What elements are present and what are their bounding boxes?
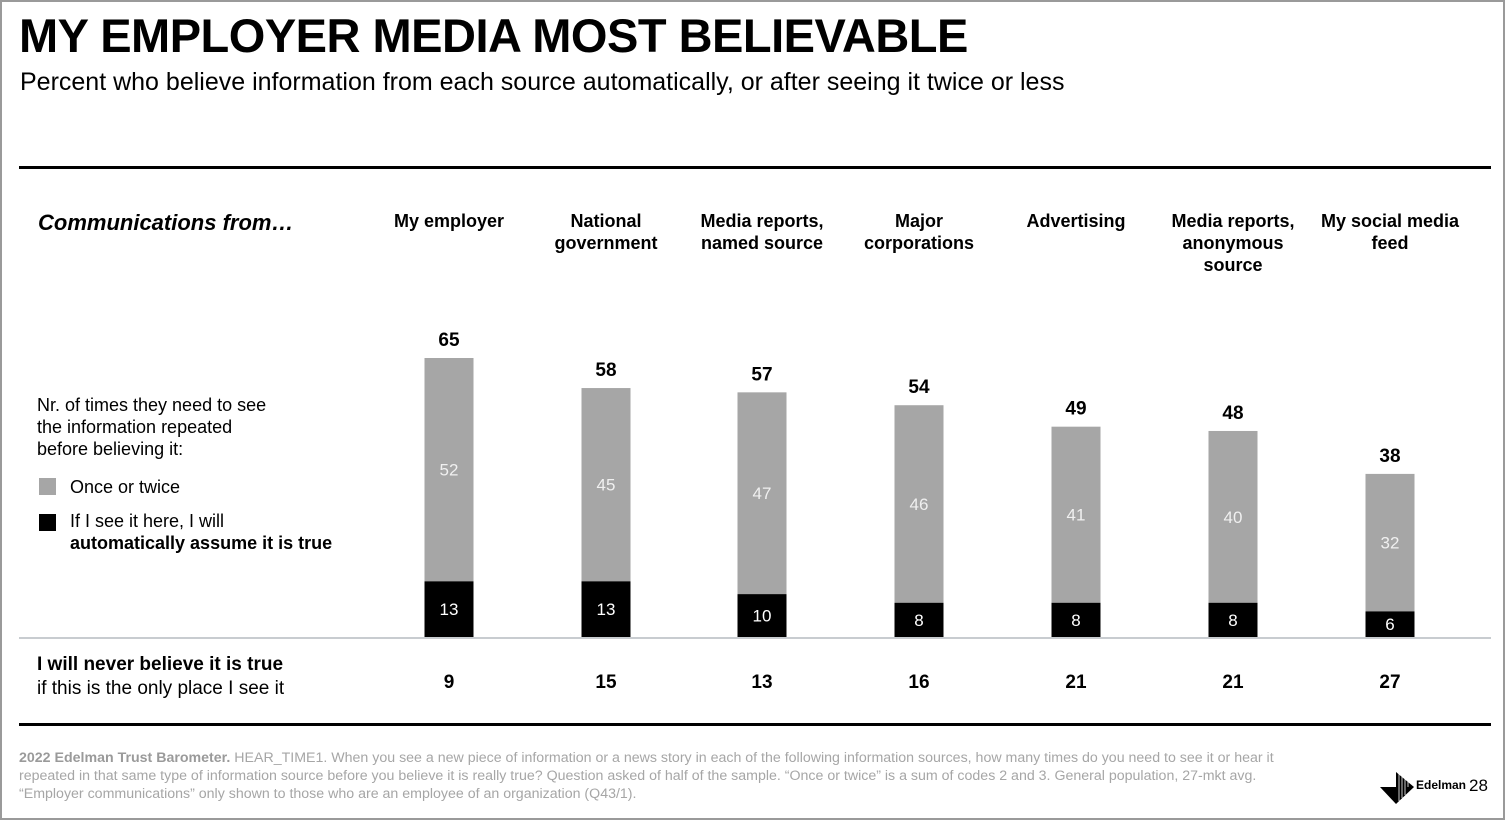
total-value-label: 38 <box>1379 446 1400 467</box>
bar-segment-once-or-twice <box>894 405 944 603</box>
section-label: Communications from… <box>38 210 294 235</box>
segment-value-label: 13 <box>597 600 616 619</box>
total-value-label: 54 <box>908 377 930 398</box>
segment-value-label: 45 <box>597 476 616 495</box>
legend-swatch-gray <box>39 478 56 495</box>
category-label: My employer <box>393 211 505 231</box>
segment-value-label: 40 <box>1224 508 1243 527</box>
segment-value-label: 52 <box>440 461 459 480</box>
segment-value-label: 47 <box>753 484 772 503</box>
never-believe-value: 21 <box>1222 672 1244 693</box>
never-believe-label-bold: I will never believe it is true <box>37 654 284 675</box>
bar-segment-automatic <box>737 594 787 637</box>
never-believe-value: 21 <box>1065 672 1087 693</box>
segment-value-label: 6 <box>1385 615 1394 634</box>
category-label: Major corporations <box>863 211 974 253</box>
bar-segment-once-or-twice <box>1051 426 1101 603</box>
legend-label: If I see it here, I will automatically a… <box>70 510 332 554</box>
bar-segment-once-or-twice <box>1365 473 1415 612</box>
legend-swatch-black <box>39 514 56 531</box>
segment-value-label: 8 <box>1071 611 1080 630</box>
bar-segment-automatic <box>424 581 474 637</box>
bar-segment-once-or-twice <box>424 358 474 582</box>
footnote-source: 2022 Edelman Trust Barometer. <box>19 750 231 766</box>
total-value-label: 58 <box>595 360 616 381</box>
chart-baseline <box>19 637 1491 639</box>
segment-value-label: 46 <box>910 495 929 514</box>
never-believe-value: 16 <box>908 672 930 693</box>
segment-value-label: 8 <box>1228 611 1237 630</box>
legend-intro: Nr. of times they need to see the inform… <box>37 395 267 459</box>
total-value-label: 57 <box>751 364 772 385</box>
legend-label-bold: automatically assume it is true <box>70 533 333 553</box>
legend-label-regular: If I see it here, I will <box>70 511 225 531</box>
bar-segment-automatic <box>1208 602 1258 637</box>
segment-value-label: 10 <box>753 607 772 626</box>
bar-segment-automatic <box>1365 611 1415 637</box>
category-label: Media reports, named source <box>700 211 824 253</box>
segment-value-label: 13 <box>440 600 459 619</box>
category-label: Advertising <box>1026 211 1126 231</box>
category-label: My social media feed <box>1320 211 1460 253</box>
total-value-label: 48 <box>1222 403 1243 424</box>
bar-segment-automatic <box>894 602 944 637</box>
bar-segment-automatic <box>581 581 631 637</box>
category-label: National government <box>554 211 658 253</box>
total-value-label: 65 <box>438 330 460 351</box>
page-title: MY EMPLOYER MEDIA MOST BELIEVABLE <box>19 9 968 62</box>
never-believe-value: 15 <box>595 672 617 693</box>
segment-value-label: 41 <box>1067 506 1086 525</box>
never-believe-label-regular: if this is the only place I see it <box>37 678 285 699</box>
legend-item-automatically: If I see it here, I will automatically a… <box>39 510 332 554</box>
never-believe-value: 27 <box>1379 672 1401 693</box>
top-divider <box>19 166 1491 169</box>
footnote-text: HEAR_TIME1. When you see a new piece of … <box>19 750 1274 802</box>
legend-label: Once or twice <box>70 477 181 497</box>
segment-value-label: 8 <box>914 611 923 630</box>
segment-value-label: 32 <box>1381 534 1400 553</box>
edelman-logo-icon <box>1380 772 1414 804</box>
brand-name: Edelman <box>1416 778 1467 792</box>
page-subtitle: Percent who believe information from eac… <box>20 68 1065 96</box>
never-believe-value: 13 <box>751 672 773 693</box>
bar-segment-once-or-twice <box>737 392 787 595</box>
bar-segment-automatic <box>1051 602 1101 637</box>
legend-item-once-or-twice: Once or twice <box>39 476 180 498</box>
total-value-label: 49 <box>1065 399 1086 420</box>
bottom-divider <box>19 723 1491 726</box>
footnote: 2022 Edelman Trust Barometer. HEAR_TIME1… <box>19 749 1309 803</box>
bar-segment-once-or-twice <box>1208 430 1258 603</box>
never-believe-value: 9 <box>443 672 455 693</box>
bar-segment-once-or-twice <box>581 388 631 582</box>
page-number: 28 <box>1469 776 1488 795</box>
never-believe-label: I will never believe it is true if this … <box>37 653 284 701</box>
category-label: Media reports, anonymous source <box>1171 211 1295 275</box>
